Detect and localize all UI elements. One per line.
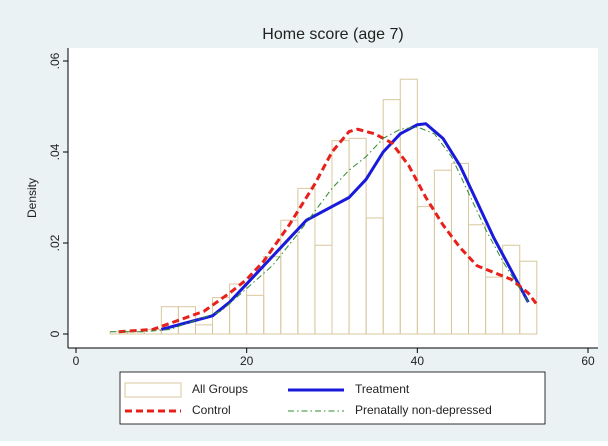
y-tick-label: 0 xyxy=(48,330,62,337)
x-tick-label: 40 xyxy=(411,354,425,368)
x-tick-label: 20 xyxy=(240,354,254,368)
chart-title: Home score (age 7) xyxy=(262,26,403,43)
density-line xyxy=(118,127,538,334)
histogram-bar xyxy=(519,260,538,335)
legend xyxy=(119,371,546,425)
y-tick-label: .02 xyxy=(48,234,62,251)
legend-label: Control xyxy=(192,403,231,417)
y-tick-label: .04 xyxy=(48,143,62,160)
legend-label: Prenatally non-depressed xyxy=(355,403,492,417)
x-tick-label: 60 xyxy=(581,354,595,368)
x-tick-label: 0 xyxy=(73,354,80,368)
legend-key xyxy=(124,382,182,398)
density-line xyxy=(160,122,530,331)
legend-label: All Groups xyxy=(192,382,248,396)
legend-label: Treatment xyxy=(355,382,410,396)
y-axis-label: Density xyxy=(25,178,39,218)
y-tick-label: .06 xyxy=(48,52,62,69)
density-line xyxy=(110,126,529,333)
plot-area xyxy=(68,48,598,348)
